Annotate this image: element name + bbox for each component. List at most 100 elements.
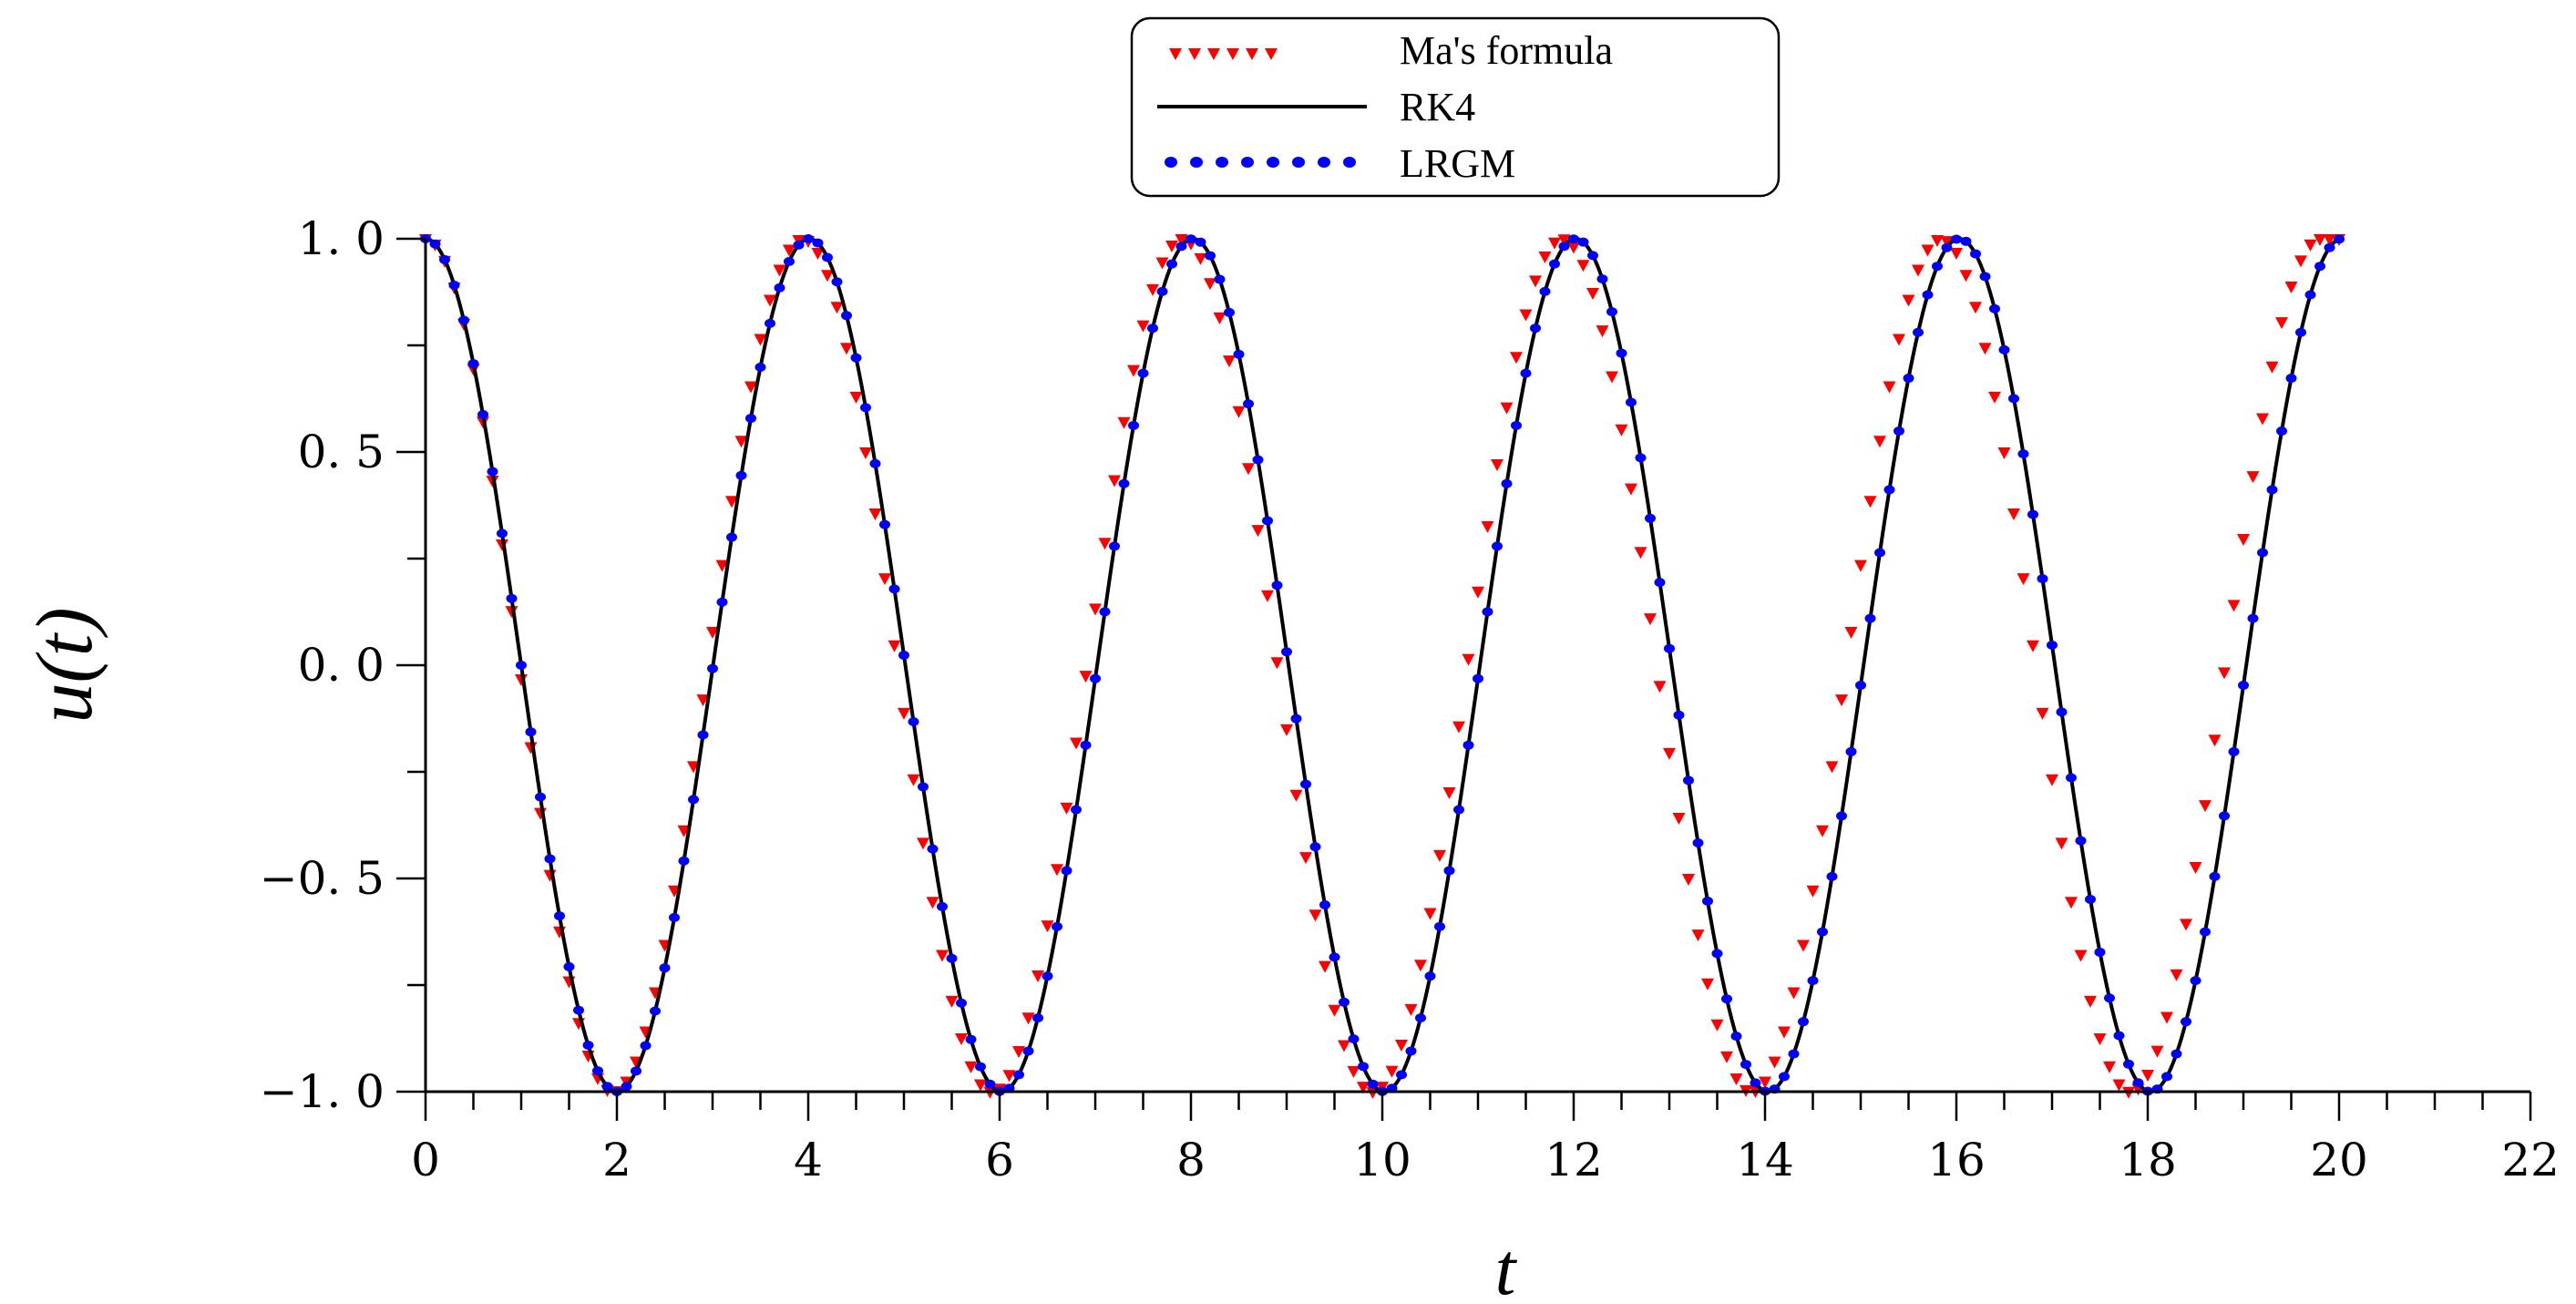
ma-formula-marker	[1500, 402, 1514, 415]
ma-formula-marker	[2265, 361, 2279, 374]
ma-formula-marker	[1319, 960, 1331, 973]
lrgm-marker	[879, 519, 890, 529]
y-tick-label: 0. 0	[298, 639, 385, 692]
ma-formula-marker	[1136, 320, 1150, 333]
lrgm-marker	[1798, 1017, 1809, 1027]
ma-formula-marker	[821, 270, 834, 282]
lrgm-marker	[544, 854, 556, 864]
lrgm-marker	[1443, 866, 1455, 876]
ma-formula-marker	[1414, 960, 1427, 972]
lrgm-marker	[1721, 994, 1732, 1004]
x-tick-label: 22	[2501, 1134, 2560, 1186]
lrgm-marker	[1836, 811, 1847, 821]
lrgm-marker	[1052, 921, 1062, 931]
lrgm-marker	[2304, 290, 2316, 300]
ma-formula-marker	[1625, 483, 1637, 496]
lrgm-marker	[1970, 249, 1981, 259]
lrgm-marker	[956, 998, 967, 1008]
legend-lrgm-marker	[1318, 157, 1330, 168]
ma-formula-marker	[1548, 237, 1561, 250]
ma-formula-marker	[811, 248, 825, 260]
lrgm-marker	[1730, 1032, 1742, 1042]
lrgm-marker	[1558, 241, 1570, 252]
lrgm-marker	[888, 584, 900, 594]
ma-formula-marker	[1309, 909, 1322, 922]
ma-formula-marker	[888, 640, 901, 652]
ma-formula-marker	[2218, 667, 2231, 680]
lrgm-marker	[908, 716, 919, 726]
x-tick-label: 12	[1545, 1134, 1603, 1186]
lrgm-marker	[2132, 1078, 2144, 1088]
lrgm-marker	[774, 282, 785, 293]
ma-formula-marker	[2304, 239, 2317, 252]
lrgm-marker	[1692, 838, 1704, 848]
lrgm-marker	[927, 844, 939, 854]
lrgm-marker	[2247, 613, 2259, 623]
ma-formula-marker	[2093, 1032, 2107, 1045]
lrgm-marker	[1195, 237, 1206, 247]
ma-formula-marker	[1385, 1065, 1399, 1078]
lrgm-marker	[1941, 242, 1953, 252]
legend-ma-marker	[1265, 48, 1278, 60]
ma-formula-marker	[1797, 939, 1810, 952]
ma-formula-marker	[1127, 365, 1140, 377]
lrgm-marker	[1090, 673, 1101, 683]
lrgm-marker	[2066, 773, 2077, 783]
ma-formula-marker	[2046, 774, 2058, 786]
lrgm-marker	[2228, 746, 2240, 756]
lrgm-marker	[1156, 286, 1168, 296]
ma-formula-marker	[1089, 603, 1102, 616]
y-tick-label: −0. 5	[260, 852, 385, 905]
ma-formula-marker	[1070, 737, 1083, 750]
lrgm-marker	[1960, 236, 1972, 246]
ma-formula-marker	[1835, 694, 1848, 707]
lrgm-marker	[2314, 262, 2325, 272]
series-layer	[419, 234, 2345, 1099]
legend-ma-marker	[1246, 48, 1258, 60]
ma-formula-marker	[1615, 424, 1628, 436]
ma-formula-marker	[1223, 355, 1236, 368]
axes-layer	[424, 239, 2530, 1094]
lrgm-marker	[1539, 286, 1551, 296]
ma-formula-marker	[1146, 283, 1159, 296]
lrgm-marker	[2094, 947, 2106, 957]
lrgm-marker	[640, 1041, 652, 1051]
ma-formula-marker	[1442, 786, 1456, 799]
ma-formula-marker	[715, 560, 729, 572]
lrgm-marker	[2113, 1031, 2125, 1041]
x-axis-title: t	[1495, 1227, 1518, 1304]
lrgm-marker	[1702, 896, 1713, 906]
lrgm-marker	[860, 403, 871, 413]
ma-formula-marker	[1242, 463, 1255, 476]
ma-formula-marker	[1672, 813, 1686, 826]
labels-layer: 0 2 4 6 8 10 12 14 16 18 20 22 1. 0 0. 5 0. 0 −0. 5 −1. …	[260, 212, 2560, 1186]
lrgm-marker	[2295, 327, 2306, 337]
ma-formula-marker	[2074, 950, 2088, 962]
legend-ma-marker	[1226, 48, 1239, 60]
ma-formula-marker	[1079, 671, 1093, 683]
lrgm-marker	[1042, 971, 1053, 981]
lrgm-marker	[1022, 1046, 1034, 1056]
ma-formula-marker	[1778, 1026, 1791, 1039]
ma-formula-marker	[1606, 371, 1618, 384]
lrgm-marker	[1243, 399, 1254, 409]
lrgm-marker	[535, 792, 546, 802]
ma-formula-marker	[2103, 1061, 2116, 1073]
lrgm-marker	[1118, 478, 1130, 488]
lrgm-marker	[1826, 871, 1838, 881]
ma-formula-marker	[945, 995, 959, 1008]
ma-formula-marker	[1021, 1012, 1035, 1025]
ma-formula-marker	[1452, 721, 1465, 734]
lrgm-marker	[754, 362, 766, 372]
ma-formula-marker	[744, 381, 757, 394]
lrgm-marker	[516, 661, 527, 670]
ma-formula-marker	[2246, 471, 2260, 484]
x-tick-label: 20	[2310, 1134, 2368, 1186]
legend-label-ma: Ma's formula	[1400, 28, 1613, 73]
ma-formula-marker	[974, 1079, 987, 1092]
ma-formula-marker	[2189, 862, 2202, 875]
lrgm-marker	[1951, 234, 1962, 244]
lrgm-marker	[1032, 1013, 1043, 1023]
lrgm-marker	[487, 467, 498, 477]
ma-formula-marker	[1902, 294, 1915, 307]
